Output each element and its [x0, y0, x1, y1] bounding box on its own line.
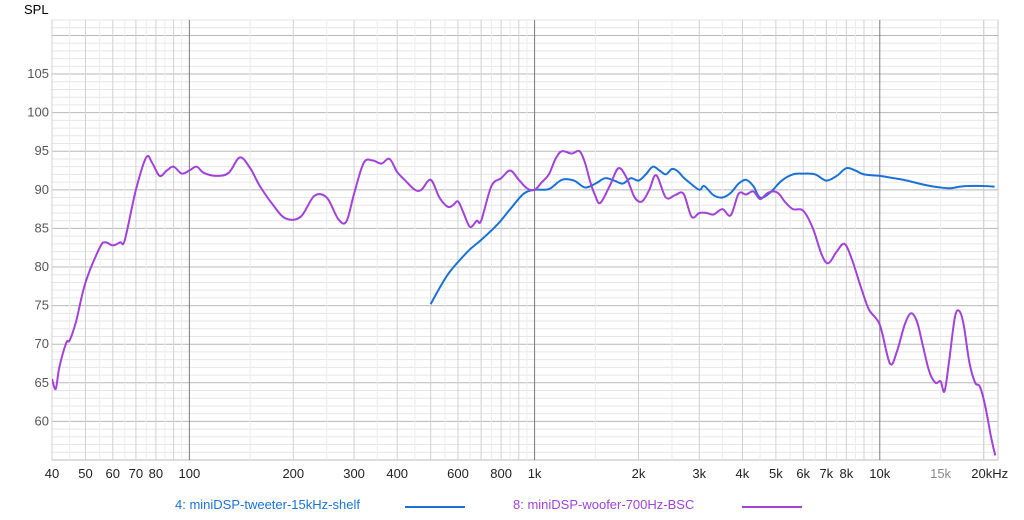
- x-tick-label: 400: [386, 466, 408, 481]
- y-tick-label: 80: [35, 259, 49, 274]
- y-tick-label: 75: [35, 298, 49, 313]
- x-tick-label: 20kHz: [971, 466, 1008, 481]
- y-tick-label: 105: [27, 66, 49, 81]
- x-tick-label: 40: [45, 466, 59, 481]
- x-tick-label: 8k: [839, 466, 853, 481]
- x-tick-label: 5k: [769, 466, 783, 481]
- y-tick-label: 70: [35, 336, 49, 351]
- y-tick-label: 95: [35, 143, 49, 158]
- y-tick-label: 90: [35, 182, 49, 197]
- grid-lines: [51, 19, 999, 461]
- legend-label-woofer: 8: miniDSP-woofer-700Hz-BSC: [513, 497, 695, 512]
- x-tick-label: 200: [282, 466, 304, 481]
- x-tick-label: 4k: [736, 466, 750, 481]
- plot-area: [51, 19, 999, 461]
- x-tick-label: 6k: [796, 466, 810, 481]
- x-tick-label: 7k: [819, 466, 833, 481]
- spl-frequency-chart: 60 65 70 75 80 85 90 95 100 105 40 50 60 70 80 100 200 3…: [27, 19, 1008, 481]
- x-tick-label: 2k: [632, 466, 646, 481]
- x-tick-labels: 40 50 60 70 80 100 200 300 400 600 800 1k 2k 3k 4k 5k 6k…: [45, 466, 1008, 481]
- legend: 4: miniDSP-tweeter-15kHz-shelf 8: miniDS…: [0, 497, 1024, 517]
- y-axis-title: SPL: [24, 2, 49, 17]
- x-tick-label: 3k: [692, 466, 706, 481]
- y-tick-label: 60: [35, 413, 49, 428]
- y-tick-label: 65: [35, 375, 49, 390]
- x-tick-label: 600: [447, 466, 469, 481]
- x-tick-label: 15k: [930, 466, 951, 481]
- y-tick-label: 100: [27, 105, 49, 120]
- x-tick-label: 800: [490, 466, 512, 481]
- x-tick-label: 50: [78, 466, 92, 481]
- y-tick-labels: 60 65 70 75 80 85 90 95 100 105: [27, 66, 49, 428]
- x-tick-label: 80: [149, 466, 163, 481]
- x-tick-label: 60: [106, 466, 120, 481]
- series-curves: [52, 149, 997, 456]
- series-line-woofer: [52, 149, 997, 456]
- y-tick-label: 85: [35, 220, 49, 235]
- x-tick-label: 100: [179, 466, 201, 481]
- x-tick-label: 10k: [869, 466, 890, 481]
- legend-label-tweeter: 4: miniDSP-tweeter-15kHz-shelf: [175, 497, 360, 512]
- legend-swatch-tweeter: [405, 506, 465, 508]
- series-line-tweeter: [429, 165, 995, 305]
- x-tick-label: 300: [343, 466, 365, 481]
- x-tick-label: 1k: [528, 466, 542, 481]
- x-tick-label: 70: [129, 466, 143, 481]
- legend-swatch-woofer: [742, 506, 802, 508]
